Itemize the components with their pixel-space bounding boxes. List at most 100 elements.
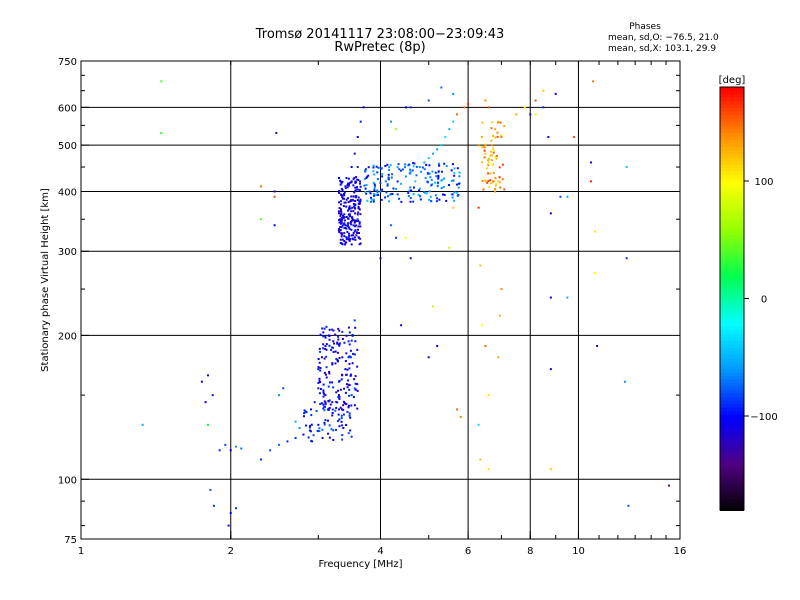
e-layer-echo <box>343 387 346 390</box>
data-point <box>494 190 497 193</box>
e-layer-echo <box>337 396 340 399</box>
e-layer-echo <box>350 373 353 376</box>
e-layer-echo <box>345 334 348 337</box>
e-layer-echo <box>337 338 340 341</box>
e-layer-echo <box>347 340 350 343</box>
colorbar-band <box>720 379 744 385</box>
f-layer-echo <box>344 226 347 229</box>
f-layer-echo <box>387 176 390 179</box>
f-layer-echo <box>453 171 456 174</box>
x-mode-echo <box>496 131 499 134</box>
x-tick-label: 6 <box>465 546 471 557</box>
f-layer-echo <box>445 165 448 168</box>
e-layer-echo <box>310 423 313 426</box>
e-layer-echo <box>331 408 334 411</box>
f-layer-echo <box>348 234 351 237</box>
e-layer-echo <box>336 358 339 361</box>
colorbar-band <box>720 383 744 388</box>
data-point <box>566 296 569 299</box>
f-layer-echo <box>448 184 451 187</box>
f-layer-echo <box>425 192 428 195</box>
e-layer-echo <box>337 360 340 363</box>
f-layer-echo <box>376 189 379 192</box>
f-layer-echo <box>372 198 375 201</box>
f-layer-echo <box>356 198 359 201</box>
f-layer-echo <box>354 219 357 222</box>
colorbar-band <box>720 90 744 96</box>
x-mode-echo <box>501 163 504 166</box>
e-layer-echo <box>322 403 325 406</box>
e-layer-echo <box>323 421 326 424</box>
data-point <box>523 106 526 109</box>
e-layer-echo <box>354 388 357 391</box>
e-layer-echo <box>349 374 352 377</box>
f-layer-echo <box>345 177 348 180</box>
x-mode-echo <box>498 166 501 169</box>
e-layer-echo <box>332 329 335 332</box>
e-layer-echo <box>328 372 331 375</box>
e-layer-echo <box>337 335 340 338</box>
e-layer-echo <box>346 410 349 413</box>
f-layer-echo <box>397 163 400 166</box>
colorbar-band <box>720 287 744 293</box>
f-layer-echo <box>358 202 361 205</box>
f-layer-echo <box>339 209 342 212</box>
e-layer-echo <box>328 424 331 427</box>
e-layer-echo <box>324 401 327 404</box>
data-point <box>353 319 356 322</box>
colorbar-band <box>720 153 744 159</box>
f-layer-echo <box>389 164 392 167</box>
f-layer-echo <box>435 200 438 203</box>
data-point <box>498 314 501 317</box>
f-layer-echo <box>424 177 427 180</box>
data-point <box>448 128 451 131</box>
colorbar-band <box>720 506 744 511</box>
f-layer-echo <box>372 200 375 203</box>
f-layer-echo <box>359 180 362 183</box>
f-layer-echo <box>411 169 414 172</box>
f-layer-echo <box>458 171 461 174</box>
f-layer-echo <box>348 227 351 230</box>
data-point <box>350 166 353 169</box>
data-point <box>374 185 377 188</box>
x-mode-echo <box>503 188 506 191</box>
f-layer-echo <box>407 194 410 197</box>
f-layer-echo <box>427 181 430 184</box>
x-mode-echo <box>487 159 490 162</box>
e-layer-echo <box>338 395 341 398</box>
f-layer-echo <box>358 222 361 225</box>
f-layer-echo <box>343 213 346 216</box>
e-layer-echo <box>335 357 338 360</box>
e-layer-echo <box>341 330 344 333</box>
e-layer-echo <box>348 331 351 334</box>
e-layer-echo <box>343 402 346 405</box>
f-layer-echo <box>351 206 354 209</box>
data-point <box>515 113 518 116</box>
data-point <box>286 440 289 443</box>
colorbar-label: [deg] <box>719 75 746 86</box>
f-layer-echo <box>356 231 359 234</box>
data-point <box>350 339 353 342</box>
x-mode-echo <box>503 125 506 128</box>
data-point <box>282 387 285 390</box>
f-layer-echo <box>354 196 357 199</box>
data-point <box>559 195 562 198</box>
data-point <box>353 230 356 233</box>
e-layer-echo <box>315 409 318 412</box>
colorbar-band <box>720 488 744 494</box>
colorbar-band <box>720 182 744 187</box>
e-layer-echo <box>331 411 334 414</box>
f-layer-echo <box>342 204 345 207</box>
colorbar-band <box>720 319 744 325</box>
e-layer-echo <box>325 376 328 379</box>
data-point <box>481 136 484 139</box>
f-layer-echo <box>434 181 437 184</box>
colorbar-band <box>720 171 744 177</box>
f-layer-echo <box>351 237 354 240</box>
data-point <box>344 185 347 188</box>
f-layer-echo <box>457 186 460 189</box>
data-point <box>224 443 227 446</box>
e-layer-echo <box>335 428 338 431</box>
e-layer-echo <box>348 388 351 391</box>
data-point <box>547 136 550 139</box>
